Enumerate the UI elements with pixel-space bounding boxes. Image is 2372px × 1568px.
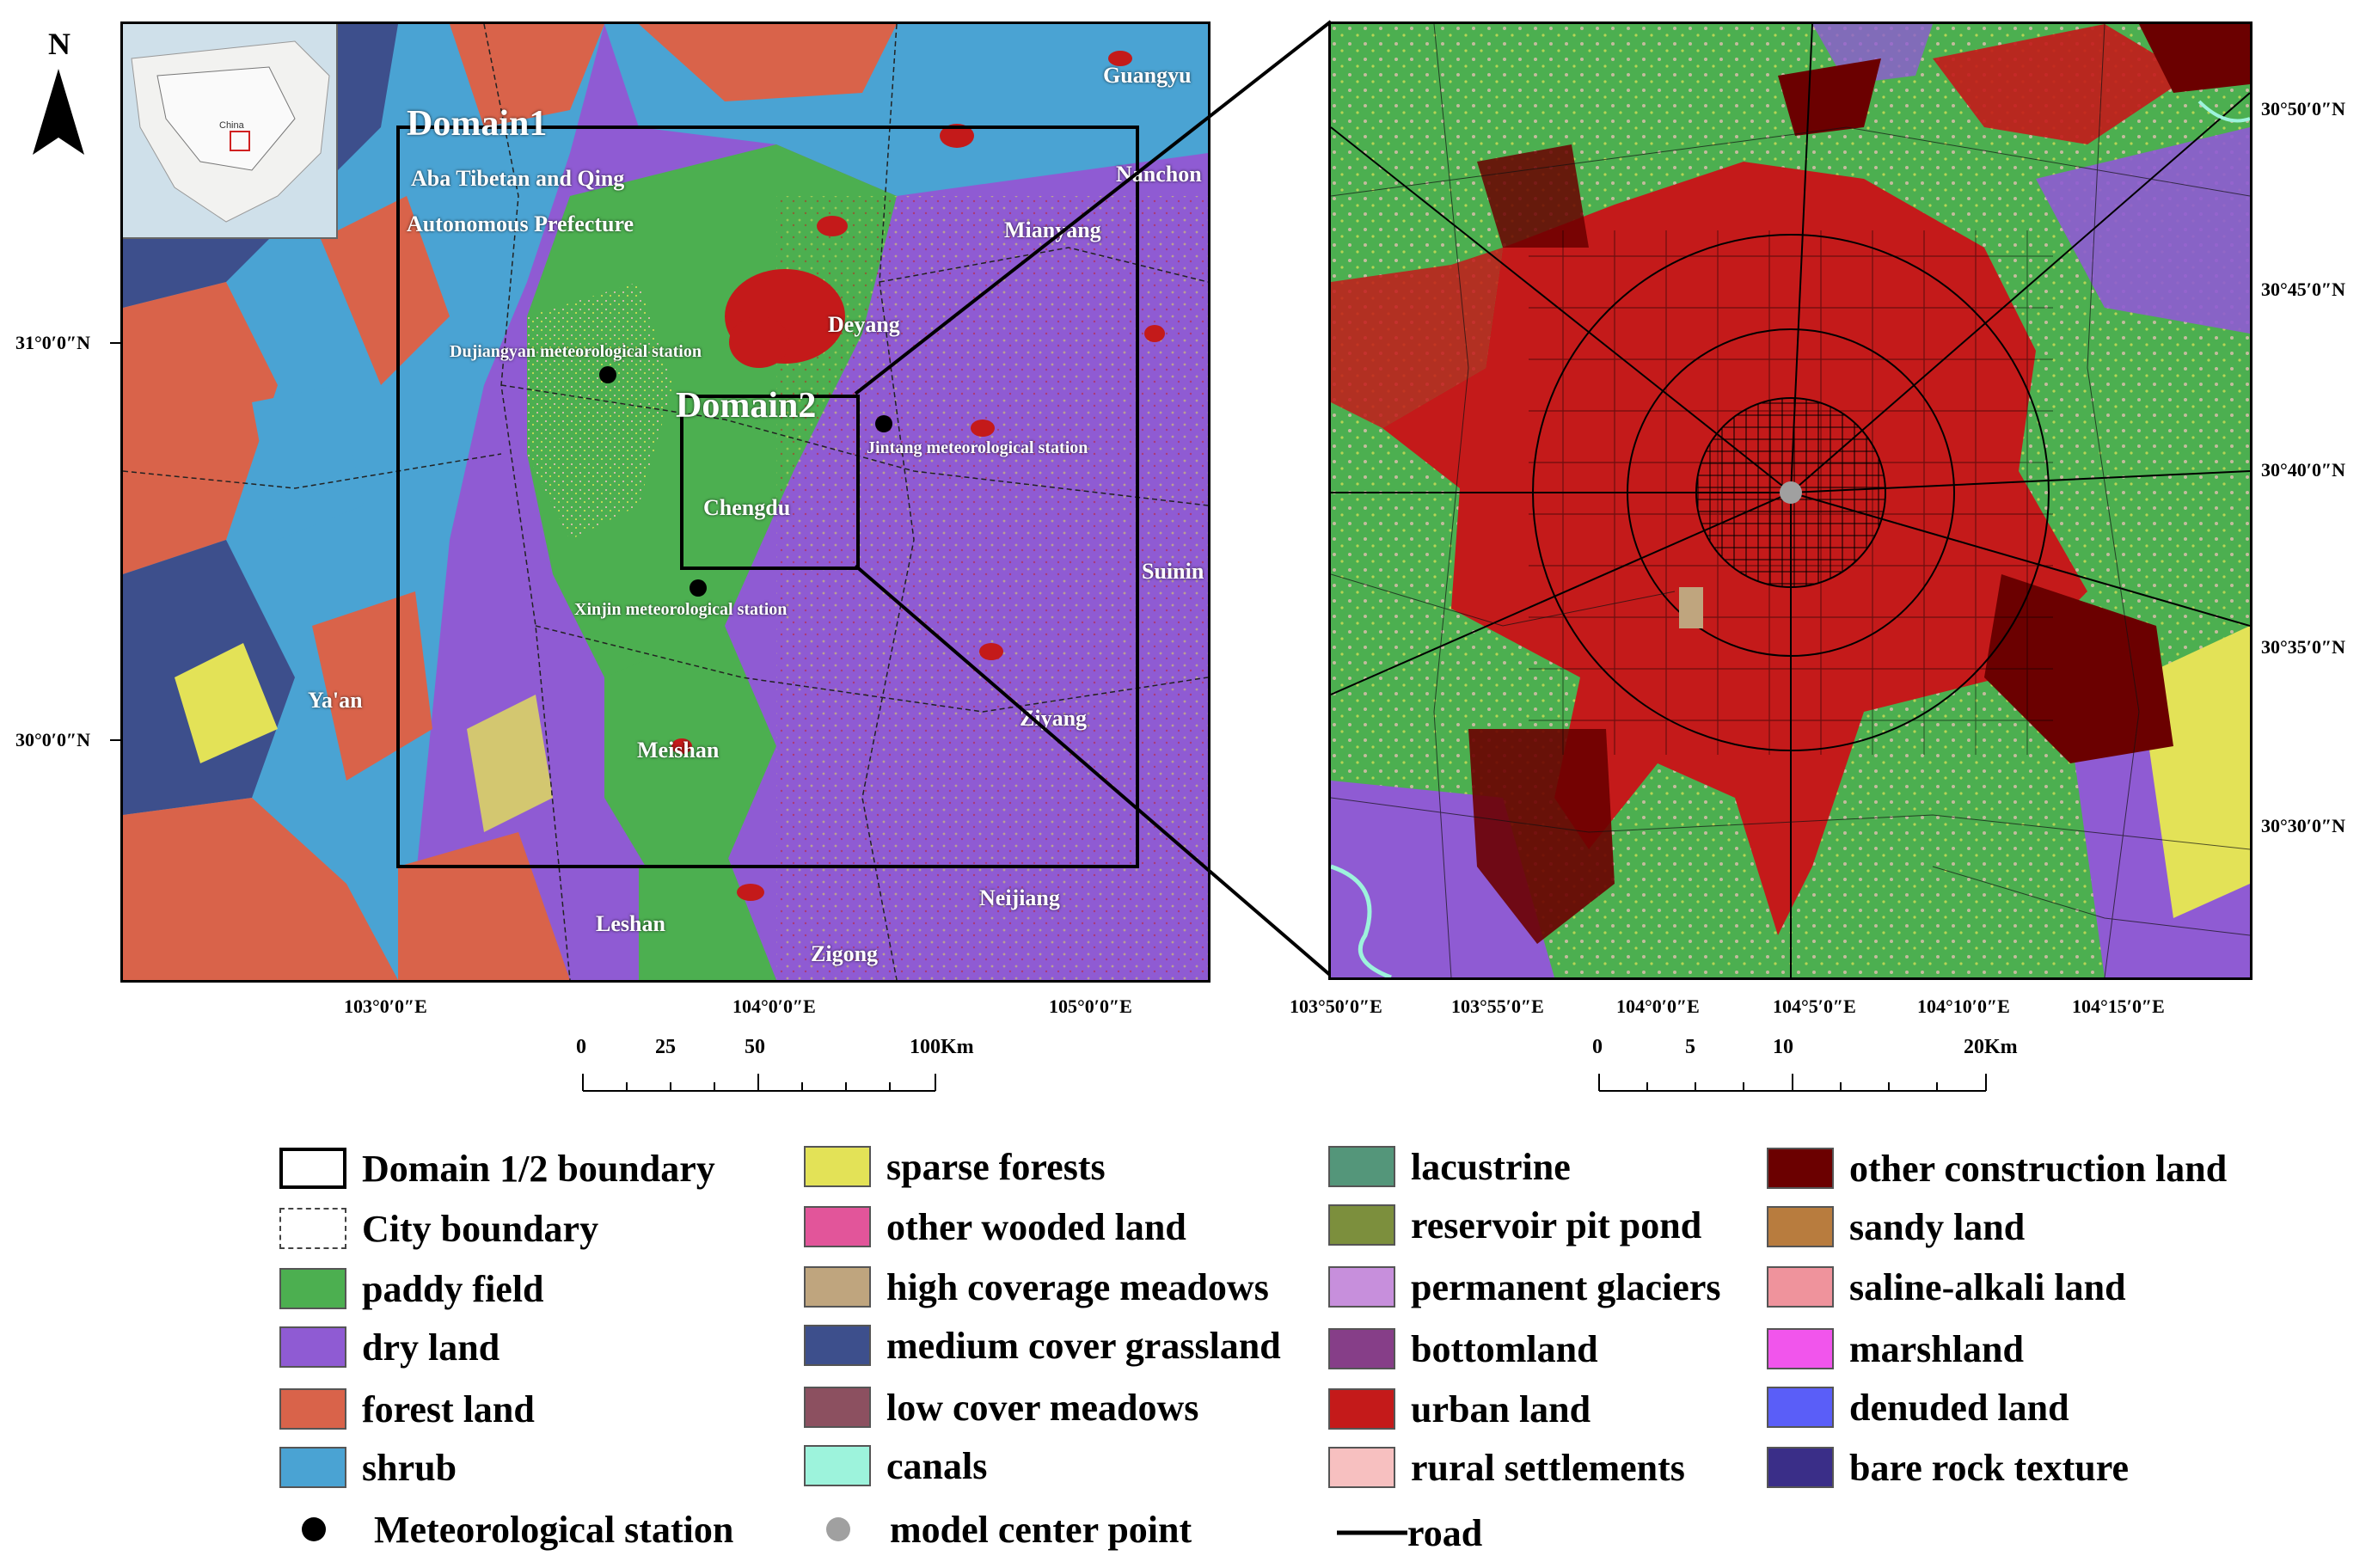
north-arrow: N — [33, 26, 84, 163]
legend-bottomland: bottomland — [1328, 1326, 1598, 1372]
legend-rural-settlements: rural settlements — [1328, 1444, 1685, 1491]
right-lon-tick-3: 104°5′0″E — [1773, 995, 1856, 1017]
right-lon-tick-4: 104°10′0″E — [1917, 995, 2010, 1017]
right-lat-tick-3: 30°35′0″N — [2261, 636, 2346, 658]
dujiangyan-station-dot — [599, 366, 616, 383]
label-suining: Suinin — [1142, 559, 1204, 584]
legend-domain-boundary: Domain 1/2 boundary — [279, 1145, 715, 1191]
left-scalebar-label-1: 25 — [655, 1036, 676, 1058]
legend-urban-land: urban land — [1328, 1386, 1591, 1432]
label-yaan: Ya'an — [308, 688, 363, 713]
legend-reservoir-pit-pond: reservoir pit pond — [1328, 1202, 1701, 1248]
legend-permanent-glaciers: permanent glaciers — [1328, 1264, 1720, 1310]
left-lon-tick-1: 104°0′0″E — [732, 995, 816, 1017]
model-center-point — [1780, 481, 1802, 504]
legend: Domain 1/2 boundary City boundary paddy … — [0, 1135, 2372, 1565]
legend-meteorological-station: Meteorological station — [297, 1506, 733, 1553]
right-map-landcover — [1331, 24, 2250, 977]
label-jintang-station: Jintang meteorological station — [867, 438, 1088, 457]
label-deyang: Deyang — [828, 312, 900, 337]
legend-saline-alkali-land: saline-alkali land — [1767, 1264, 2126, 1310]
legend-other-construction-land: other construction land — [1767, 1145, 2227, 1191]
legend-dry-land: dry land — [279, 1324, 500, 1370]
label-aba-1: Aba Tibetan and Qing — [411, 166, 625, 191]
legend-city-boundary: City boundary — [279, 1205, 598, 1252]
label-domain1: Domain1 — [407, 104, 548, 144]
label-leshan: Leshan — [596, 911, 665, 936]
legend-marshland: marshland — [1767, 1326, 2024, 1372]
left-scalebar: 0 25 50 100Km — [576, 1036, 974, 1096]
label-dujiangyan-station: Dujiangyan meteorological station — [450, 342, 702, 361]
right-map — [1328, 21, 2252, 980]
label-aba-2: Autonomous Prefecture — [407, 211, 634, 236]
legend-forest-land: forest land — [279, 1386, 535, 1432]
right-lat-tick-1: 30°45′0″N — [2261, 279, 2346, 300]
left-scalebar-label-2: 50 — [745, 1036, 765, 1058]
right-lon-tick-2: 104°0′0″E — [1616, 995, 1700, 1017]
legend-high-coverage-meadows: high coverage meadows — [804, 1264, 1269, 1310]
left-scalebar-label-0: 0 — [576, 1036, 586, 1058]
legend-low-cover-meadows: low cover meadows — [804, 1384, 1198, 1430]
inset-map: China — [123, 24, 338, 239]
legend-canals: canals — [804, 1442, 987, 1489]
left-lon-tick-0: 103°0′0″E — [344, 995, 427, 1017]
label-meishan: Meishan — [637, 738, 720, 763]
right-scalebar-label-3: 20Km — [1964, 1036, 2018, 1058]
legend-shrub: shrub — [279, 1444, 457, 1491]
legend-other-wooded-land: other wooded land — [804, 1204, 1186, 1250]
right-scalebar-label-1: 5 — [1685, 1036, 1695, 1058]
right-lon-tick-5: 104°15′0″E — [2072, 995, 2165, 1017]
north-letter: N — [48, 27, 70, 61]
label-nanchong: Nanchon — [1116, 162, 1202, 187]
label-domain2: Domain2 — [676, 386, 817, 426]
right-scalebar-label-0: 0 — [1592, 1036, 1603, 1058]
right-scalebar: 0 5 10 20Km — [1592, 1036, 2039, 1096]
inset-country-label: China — [219, 120, 244, 131]
legend-paddy-field: paddy field — [279, 1265, 544, 1312]
label-xinjin-station: Xinjin meteorological station — [574, 600, 788, 619]
jintang-station-dot — [875, 415, 892, 432]
legend-lacustrine: lacustrine — [1328, 1143, 1571, 1190]
legend-medium-cover-grassland: medium cover grassland — [804, 1322, 1281, 1369]
label-ziyang: Ziyang — [1020, 706, 1088, 731]
legend-bare-rock-texture: bare rock texture — [1767, 1444, 2129, 1491]
label-zigong: Zigong — [811, 941, 879, 966]
left-lat-tick-0: 31°0′0″N — [15, 332, 91, 353]
label-guangyuan: Guangyu — [1103, 63, 1192, 88]
right-lon-tick-1: 103°55′0″E — [1451, 995, 1544, 1017]
xinjin-station-dot — [690, 579, 707, 597]
legend-model-center-point: model center point — [821, 1506, 1192, 1553]
right-scalebar-label-2: 10 — [1773, 1036, 1793, 1058]
label-chengdu: Chengdu — [703, 495, 791, 520]
left-lon-tick-2: 105°0′0″E — [1049, 995, 1132, 1017]
right-lat-tick-0: 30°50′0″N — [2261, 98, 2346, 119]
legend-denuded-land: denuded land — [1767, 1384, 2069, 1430]
inset-map-shape — [123, 24, 336, 237]
left-scalebar-label-3: 100Km — [910, 1036, 974, 1058]
north-arrow-icon — [33, 69, 84, 155]
label-neijiang: Neijiang — [979, 885, 1060, 910]
right-lat-tick-2: 30°40′0″N — [2261, 459, 2346, 481]
center-point-icon — [826, 1517, 850, 1541]
left-lat-tick-1: 30°0′0″N — [15, 729, 91, 750]
road-line-icon — [1337, 1530, 1407, 1535]
legend-road: road — [1337, 1510, 1482, 1556]
left-map: China Domain1 Aba Tibetan and Qing Auton… — [120, 21, 1211, 983]
legend-sandy-land: sandy land — [1767, 1204, 2025, 1250]
label-mianyang: Mianyang — [1004, 217, 1101, 242]
right-lat-tick-4: 30°30′0″N — [2261, 815, 2346, 836]
station-dot-icon — [302, 1517, 326, 1541]
legend-sparse-forests: sparse forests — [804, 1143, 1106, 1190]
right-lon-tick-0: 103°50′0″E — [1290, 995, 1382, 1017]
